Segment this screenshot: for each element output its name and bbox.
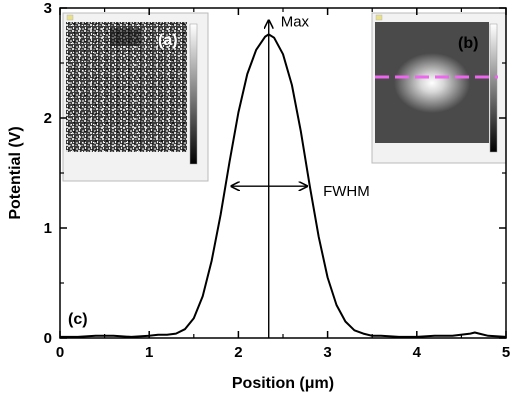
inset-image-a: (a) — [62, 12, 209, 182]
x-tick-label: 4 — [413, 344, 422, 361]
y-tick-label: 3 — [44, 0, 52, 17]
x-axis-title: Position (μm) — [232, 375, 334, 392]
x-tick-label: 5 — [502, 344, 510, 361]
max-annotation: Max — [281, 13, 310, 30]
panel-c-label: (c) — [68, 311, 88, 328]
y-tick-label: 0 — [44, 330, 52, 347]
x-tick-label: 3 — [323, 344, 331, 361]
x-tick-label: 2 — [234, 344, 242, 361]
x-tick-label: 0 — [56, 344, 64, 361]
y-axis-title: Potential (V) — [7, 126, 24, 219]
y-axis-ticks: 0 1 2 3 — [44, 0, 506, 347]
inset-a-panel-label: (a) — [158, 32, 178, 49]
x-tick-label: 1 — [145, 344, 153, 361]
potential-profile-line — [60, 33, 507, 338]
inset-image-b: (b) — [371, 12, 507, 164]
y-tick-label: 2 — [44, 110, 52, 127]
fwhm-annotation: FWHM — [323, 183, 370, 200]
y-tick-label: 1 — [44, 220, 52, 237]
inset-b-panel-label: (b) — [458, 35, 478, 52]
